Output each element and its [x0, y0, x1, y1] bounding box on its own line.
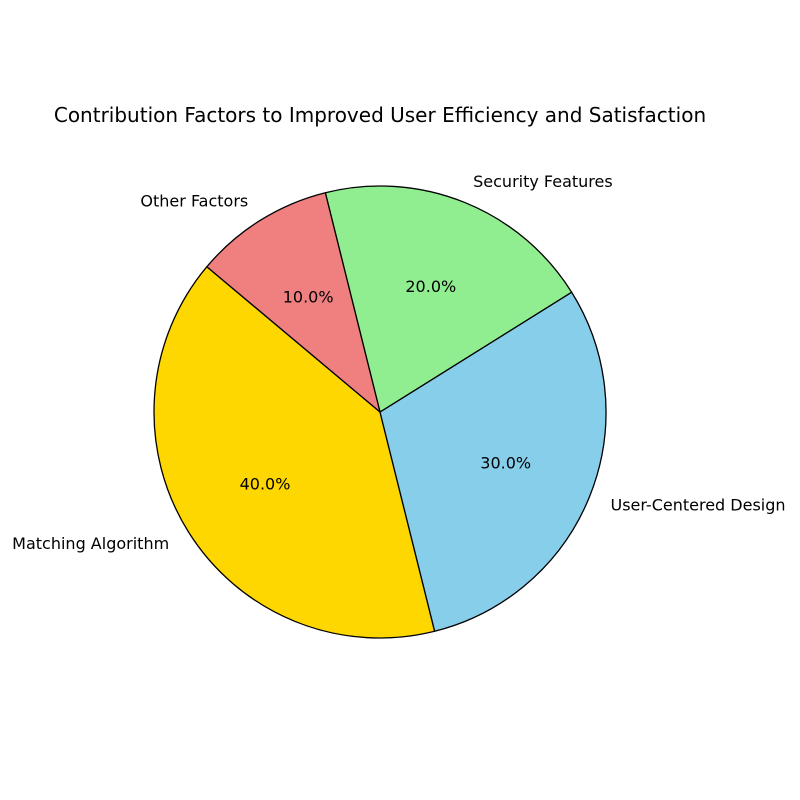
pie-slice-matching-algorithm [153, 266, 436, 639]
pie-slices [153, 185, 607, 639]
category-label-matching-algorithm: Matching Algorithm [12, 534, 169, 553]
percent-label-other-factors: 10.0% [283, 288, 334, 307]
chart-title: Contribution Factors to Improved User Ef… [54, 103, 706, 127]
percent-label-security-features: 20.0% [405, 277, 456, 296]
pie-slice-other-factors [206, 192, 381, 413]
category-labels: Matching Algorithm User-Centered Design Se… [12, 172, 785, 553]
category-label-user-centered-design: User-Centered Design [610, 496, 785, 515]
percent-label-user-centered-design: 30.0% [480, 453, 531, 472]
percent-label-matching-algorithm: 40.0% [240, 474, 291, 493]
category-label-other-factors: Other Factors [140, 192, 248, 211]
category-label-security-features: Security Features [473, 172, 613, 191]
percent-labels: 40.0% 30.0% 20.0% 10.0% [240, 277, 532, 494]
pie-slice-security-features [324, 185, 573, 413]
